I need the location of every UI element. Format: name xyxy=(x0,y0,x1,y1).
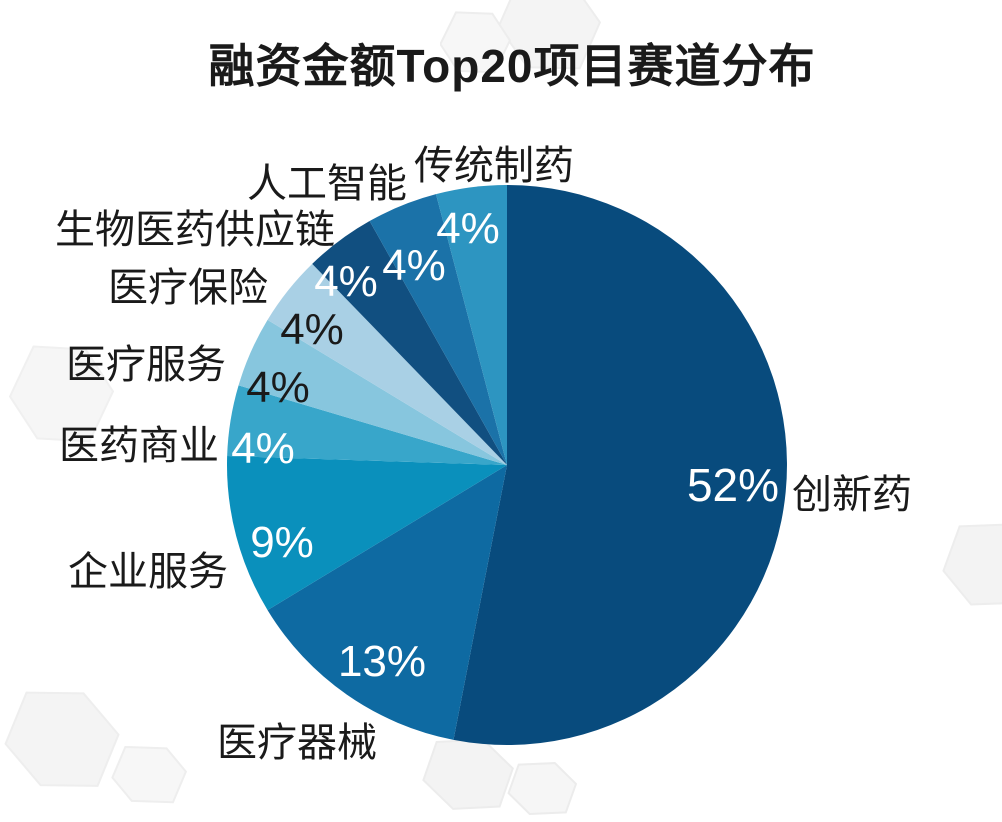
category-label: 医疗保险 xyxy=(108,266,268,310)
percent-label: 4% xyxy=(382,241,446,290)
pie-slice-4 xyxy=(238,319,507,465)
pie-slice-5 xyxy=(267,263,507,465)
percent-label: 13% xyxy=(337,637,427,686)
watermark-cube-icon xyxy=(4,691,188,804)
percent-label: 4% xyxy=(436,204,500,253)
watermark-cube-icon xyxy=(422,738,578,815)
category-label: 医疗服务 xyxy=(66,343,226,387)
watermark-cube-icon xyxy=(942,523,1002,606)
pie-slice-1 xyxy=(267,465,507,740)
percent-label: 4% xyxy=(314,257,378,306)
category-label: 医疗器械 xyxy=(217,721,377,765)
category-label: 企业服务 xyxy=(68,550,228,594)
watermark-cube-icon xyxy=(440,0,602,74)
category-label: 人工智能 xyxy=(247,162,407,206)
pie-slice-0 xyxy=(453,185,787,746)
percent-label: 4% xyxy=(280,305,344,354)
category-label: 创新药 xyxy=(792,473,912,517)
percent-label: 52% xyxy=(686,459,780,511)
percent-label: 4% xyxy=(246,363,310,412)
pie-slice-6 xyxy=(312,221,507,465)
chart-title: 融资金额Top20项目赛道分布 xyxy=(208,40,816,92)
pie-slice-8 xyxy=(435,185,507,465)
pie-slice-7 xyxy=(369,194,507,465)
watermark-cube-icon xyxy=(8,345,115,443)
category-label: 生物医药供应链 xyxy=(55,208,335,252)
category-label: 医药商业 xyxy=(59,424,219,468)
percent-label: 4% xyxy=(231,424,295,473)
percent-label: 9% xyxy=(250,518,314,567)
category-label: 传统制药 xyxy=(414,144,574,188)
pie-slice-2 xyxy=(226,456,508,611)
pie-slice-3 xyxy=(227,385,507,465)
